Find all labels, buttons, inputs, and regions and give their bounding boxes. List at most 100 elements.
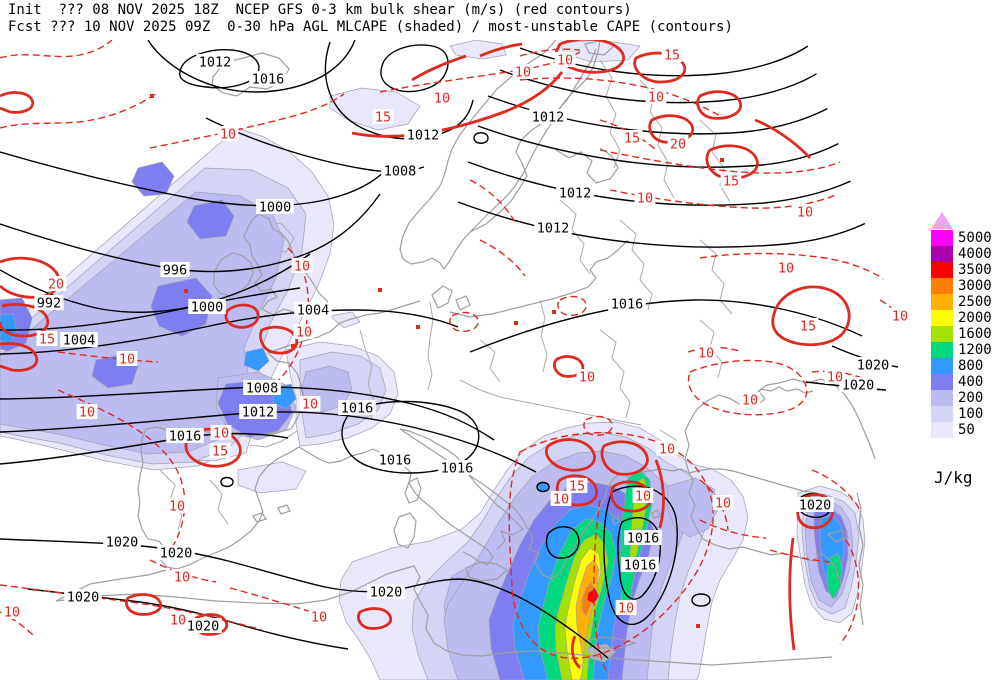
shear-label: 10: [4, 605, 20, 621]
isobar-label-bg: [367, 584, 405, 599]
shear-label: 10: [174, 570, 190, 586]
isobar-contour: [603, 485, 678, 625]
shear-contour-dashed: [557, 295, 587, 316]
cape-shade-50: [329, 311, 361, 329]
shear-contour-dashed: [599, 119, 657, 151]
legend-value: 1200: [958, 342, 992, 358]
isobar-label-bg: [624, 530, 662, 545]
shear-speck: [514, 321, 518, 325]
isobar-label-bg: [608, 296, 646, 311]
shear-contour-solid: [696, 90, 743, 120]
shear-label-bg: [824, 369, 846, 384]
shear-speck: [378, 288, 382, 292]
legend-value: 2500: [958, 294, 992, 310]
shear-contour-dashed: [839, 539, 860, 645]
map-labels: 1012 1016 1012 1012 1008 1000 1012 1012 996 992 10…: [1, 47, 911, 635]
coastline: [55, 565, 833, 666]
shear-label-bg: [45, 276, 67, 291]
shear-contour-solid: [224, 303, 260, 329]
isobar-label: 1020: [187, 619, 220, 635]
isobar-contour: [0, 253, 311, 313]
legend-value: 400: [958, 374, 984, 390]
coastline: [449, 239, 629, 318]
shear-label: 10: [698, 346, 714, 362]
legend-swatch: [931, 262, 953, 278]
isobar-label-bg: [839, 377, 877, 392]
isobar-contour: [0, 151, 387, 207]
shear-label-bg: [794, 204, 816, 219]
shear-label-bg: [1, 604, 23, 619]
legend-row: 3000: [931, 278, 1000, 294]
shear-label-bg: [566, 478, 588, 493]
shear-label: 10: [742, 393, 758, 409]
shear-label-bg: [634, 190, 656, 205]
shear-contour-dashed: [519, 48, 581, 57]
legend-swatch: [931, 374, 953, 390]
isobar-contour: [147, 40, 356, 93]
shear-label: 10: [892, 309, 908, 325]
isobar-label: 1012: [532, 110, 565, 126]
isobar-label-bg: [188, 299, 226, 314]
shear-label: 10: [797, 205, 813, 221]
isobar-label-bg: [166, 428, 204, 443]
shear-label-bg: [299, 396, 321, 411]
isobar-label-bg: [404, 127, 442, 142]
legend-swatch: [931, 342, 953, 358]
isobar-label-bg: [381, 163, 419, 178]
shear-contour-dashed: [699, 479, 729, 531]
cape-shade-400: [186, 199, 235, 240]
country-border: [427, 301, 434, 391]
shear-label-bg: [889, 308, 911, 323]
isobar-label-bg: [103, 534, 141, 549]
shear-contour-solid: [570, 635, 582, 669]
legend-value: 5000: [958, 230, 992, 246]
legend-swatch: [931, 310, 953, 326]
legend-value: 4000: [958, 246, 992, 262]
shear-label: 10: [778, 261, 794, 277]
country-border: [559, 199, 591, 275]
shear-label: 10: [635, 489, 651, 505]
country-border: [249, 430, 298, 448]
shear-label-bg: [661, 47, 683, 62]
shear-label: 10: [302, 397, 318, 413]
isobar-contour: [691, 593, 711, 607]
shear-label-bg: [645, 89, 667, 104]
coastline: [684, 378, 876, 474]
shear-contour-solid: [545, 438, 596, 472]
init-line: Init ??? 08 NOV 2025 18Z NCEP GFS 0-3 km…: [8, 2, 632, 18]
shear-label: 10: [827, 370, 843, 386]
shear-label-bg: [293, 324, 315, 339]
coastline: [431, 285, 453, 309]
isobar-label: 1020: [106, 535, 139, 551]
cape-shade-50: [449, 40, 507, 60]
shear-contour-solid: [259, 325, 299, 355]
shear-label: 10: [579, 370, 595, 386]
shear-label: 10: [294, 259, 310, 275]
shear-label-bg: [116, 351, 138, 366]
isobar-label-bg: [376, 452, 414, 467]
isobar-contour: [499, 63, 831, 104]
cape-shade-1200: [826, 552, 843, 600]
shear-label: 15: [664, 48, 680, 64]
coastline: [465, 561, 509, 582]
shear-label: 10: [618, 601, 634, 617]
isobar-contour: [545, 526, 580, 559]
coastline: [611, 515, 621, 525]
coastline: [277, 504, 291, 515]
shear-label: 15: [39, 332, 55, 348]
shear-label-bg: [739, 392, 761, 407]
isobar-contour: [457, 189, 909, 248]
shear-label: 10: [553, 492, 569, 508]
isobar-contour: [0, 386, 495, 441]
legend-value: 3500: [958, 262, 992, 278]
country-border: [599, 329, 631, 419]
country-border: [699, 239, 733, 315]
shear-label-bg: [632, 488, 654, 503]
shear-contour-solid: [610, 480, 653, 513]
shear-label-bg: [695, 345, 717, 360]
isobar-contour: [469, 299, 863, 353]
shear-label-bg: [171, 569, 193, 584]
isobar-label: 1008: [384, 164, 417, 180]
isobar-label-bg: [294, 302, 332, 317]
shear-contour-dashed: [699, 519, 767, 539]
